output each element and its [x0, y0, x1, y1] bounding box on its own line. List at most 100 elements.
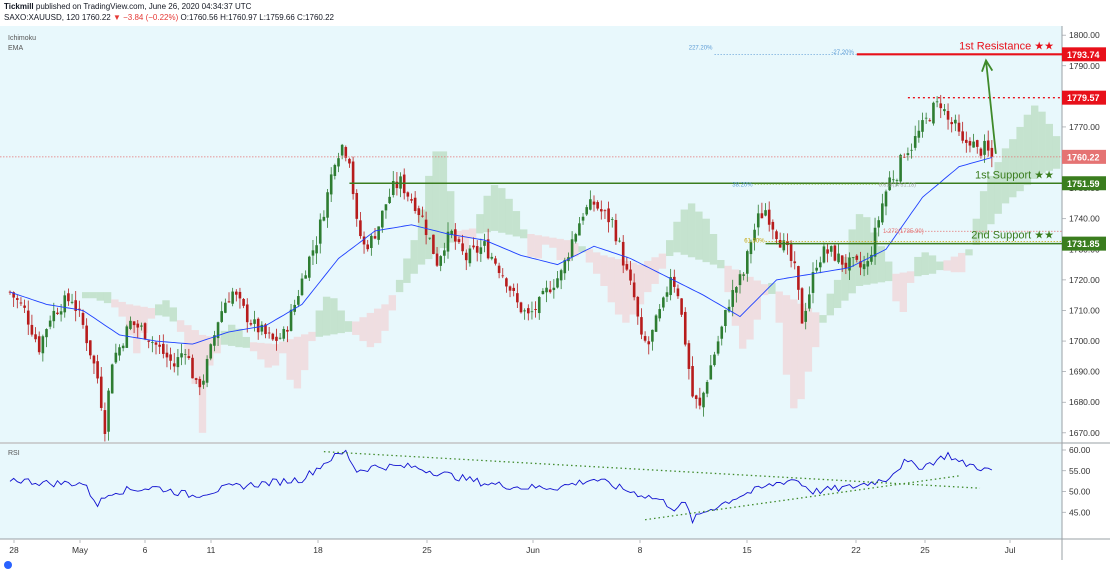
- candle-body: [304, 275, 307, 279]
- candle-body: [968, 141, 972, 146]
- cloud-segment: [330, 298, 338, 335]
- time-tick-label: 28: [9, 545, 19, 555]
- candle-body: [475, 246, 479, 253]
- candle-body: [490, 256, 494, 259]
- candle-body: [143, 323, 147, 340]
- candle-body: [782, 240, 786, 251]
- candle-body: [775, 231, 778, 240]
- cloud-segment: [563, 240, 572, 262]
- time-tick-label: Jun: [526, 545, 540, 555]
- candle-body: [939, 103, 943, 109]
- price-label-resistance: 1793.74: [1067, 50, 1100, 60]
- candle-body: [516, 293, 519, 303]
- candle-body: [165, 352, 169, 358]
- candle-body: [209, 344, 213, 359]
- rsi-tick-label: 45.00: [1069, 507, 1091, 517]
- price-label-swing-high: 1779.57: [1067, 93, 1100, 103]
- candle-body: [213, 335, 216, 346]
- candle-body: [943, 109, 946, 112]
- cloud-segment: [118, 301, 126, 317]
- cloud-segment: [403, 258, 411, 283]
- candle-body: [300, 278, 304, 296]
- candle-body: [74, 300, 77, 311]
- symbol-label: SAXO:XAUUSD, 120: [4, 13, 80, 22]
- cloud-segment: [906, 271, 915, 283]
- cloud-segment: [833, 279, 842, 309]
- candle-body: [446, 231, 450, 252]
- rsi-tick-label: 50.00: [1069, 487, 1091, 497]
- candle-body: [640, 317, 643, 335]
- ohlc-values: O:1760.56 H:1760.97 L:1759.66 C:1760.22: [180, 13, 334, 22]
- cloud-segment: [111, 299, 119, 308]
- candle-body: [278, 337, 282, 339]
- candle-body: [789, 242, 793, 261]
- candle-body: [534, 309, 537, 311]
- cloud-segment: [520, 229, 528, 239]
- cloud-segment: [337, 310, 345, 334]
- cloud-segment: [775, 291, 783, 323]
- fib-382-label: 38.20%: [732, 182, 753, 188]
- candle-body: [216, 322, 220, 339]
- candle-body: [238, 291, 242, 299]
- candle-body: [844, 262, 848, 269]
- tradingview-logo-icon: [4, 561, 12, 569]
- candle-body: [563, 259, 567, 274]
- ichimoku-label: Ichimoku: [8, 35, 36, 42]
- candle-body: [56, 312, 59, 314]
- candle-body: [497, 265, 501, 274]
- candle-body: [245, 304, 249, 323]
- candle-body: [505, 278, 508, 287]
- cloud-segment: [666, 240, 674, 257]
- candle-body: [264, 324, 267, 335]
- cloud-segment: [702, 218, 710, 263]
- candle-body: [198, 378, 202, 388]
- candle-body: [742, 274, 745, 276]
- candle-body: [417, 208, 421, 216]
- cloud-segment: [344, 321, 353, 332]
- candle-body: [110, 364, 114, 394]
- cloud-segment: [374, 308, 382, 344]
- cloud-segment: [89, 292, 97, 299]
- candle-body: [114, 352, 118, 363]
- candle-body: [26, 310, 30, 325]
- candle-body: [530, 311, 534, 313]
- candle-body: [118, 347, 121, 356]
- candle-body: [424, 219, 428, 236]
- cloud-segment: [614, 259, 623, 315]
- candle-body: [625, 264, 629, 270]
- candle-body: [760, 213, 764, 219]
- candle-body: [691, 366, 694, 397]
- candle-body: [662, 297, 665, 308]
- cloud-segment: [315, 310, 323, 337]
- candle-body: [289, 309, 293, 331]
- cloud-segment: [505, 198, 513, 235]
- cloud-segment: [687, 203, 696, 258]
- candle-body: [337, 158, 340, 167]
- candle-body: [607, 208, 610, 223]
- candle-body: [439, 256, 442, 266]
- price-chart-svg[interactable]: 1st Resistance ★★ 1st Support ★★ 2nd Suppo…: [0, 26, 1110, 560]
- cloud-segment: [242, 336, 250, 348]
- cloud-segment: [249, 342, 258, 352]
- candles: [8, 94, 994, 442]
- candle-body: [895, 180, 899, 181]
- price-tick-label: 1680.00: [1069, 397, 1100, 407]
- candle-body: [910, 149, 913, 151]
- cloud-segment: [979, 191, 988, 235]
- price-label-box-support1: [1062, 176, 1106, 191]
- rsi-tick-label: 55.00: [1069, 466, 1091, 476]
- candle-body: [297, 296, 300, 305]
- candle-body: [373, 236, 377, 239]
- candle-body: [271, 333, 275, 340]
- cloud-segment: [191, 330, 199, 384]
- candle-body: [344, 147, 348, 158]
- chart-area[interactable]: 1st Resistance ★★ 1st Support ★★ 2nd Suppo…: [0, 26, 1110, 560]
- cloud-segment: [870, 232, 878, 284]
- candle-body: [746, 251, 749, 274]
- candle-body: [464, 252, 468, 261]
- cloud-segment: [308, 331, 316, 342]
- cloud-segment: [301, 334, 309, 371]
- cloud-segment: [804, 308, 813, 372]
- cloud-segment: [483, 195, 491, 233]
- change-value: ▼ −3.84 (−0.22%): [112, 13, 179, 22]
